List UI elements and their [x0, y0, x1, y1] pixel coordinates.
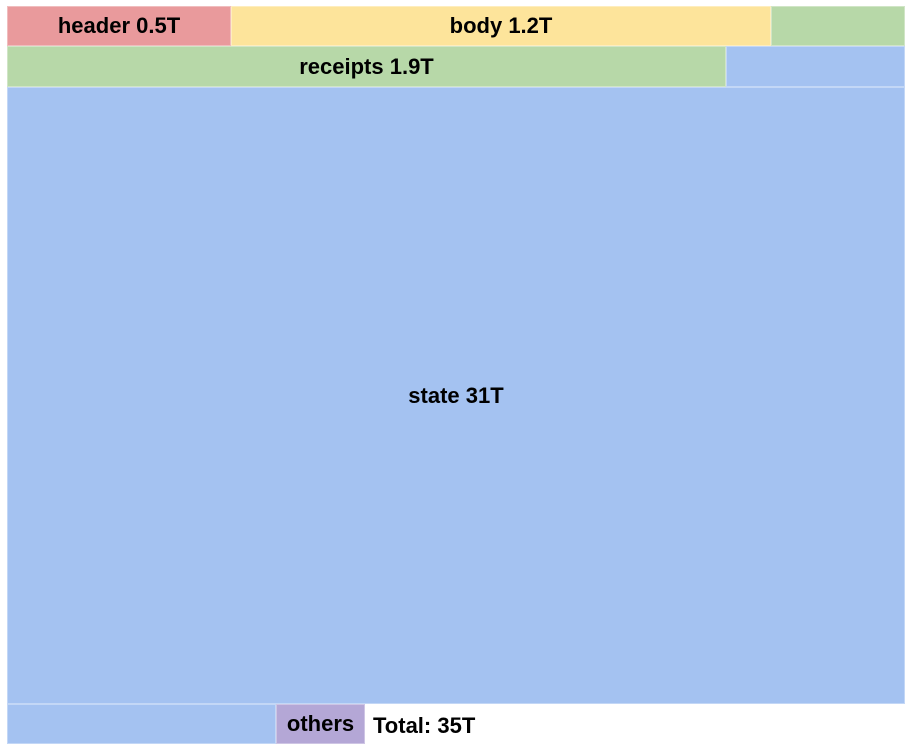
header-block: header 0.5T — [7, 6, 231, 46]
state-block: state 31T — [7, 87, 905, 704]
others-block: others — [276, 704, 365, 744]
body-block: body 1.2T — [231, 6, 771, 46]
receipts-block: receipts 1.9T — [7, 46, 726, 87]
total-label: Total: 35T — [373, 713, 476, 738]
state-block-top-remainder — [726, 46, 905, 87]
state-block-bottom-remainder — [7, 704, 276, 744]
receipts-block-remainder — [771, 6, 905, 46]
